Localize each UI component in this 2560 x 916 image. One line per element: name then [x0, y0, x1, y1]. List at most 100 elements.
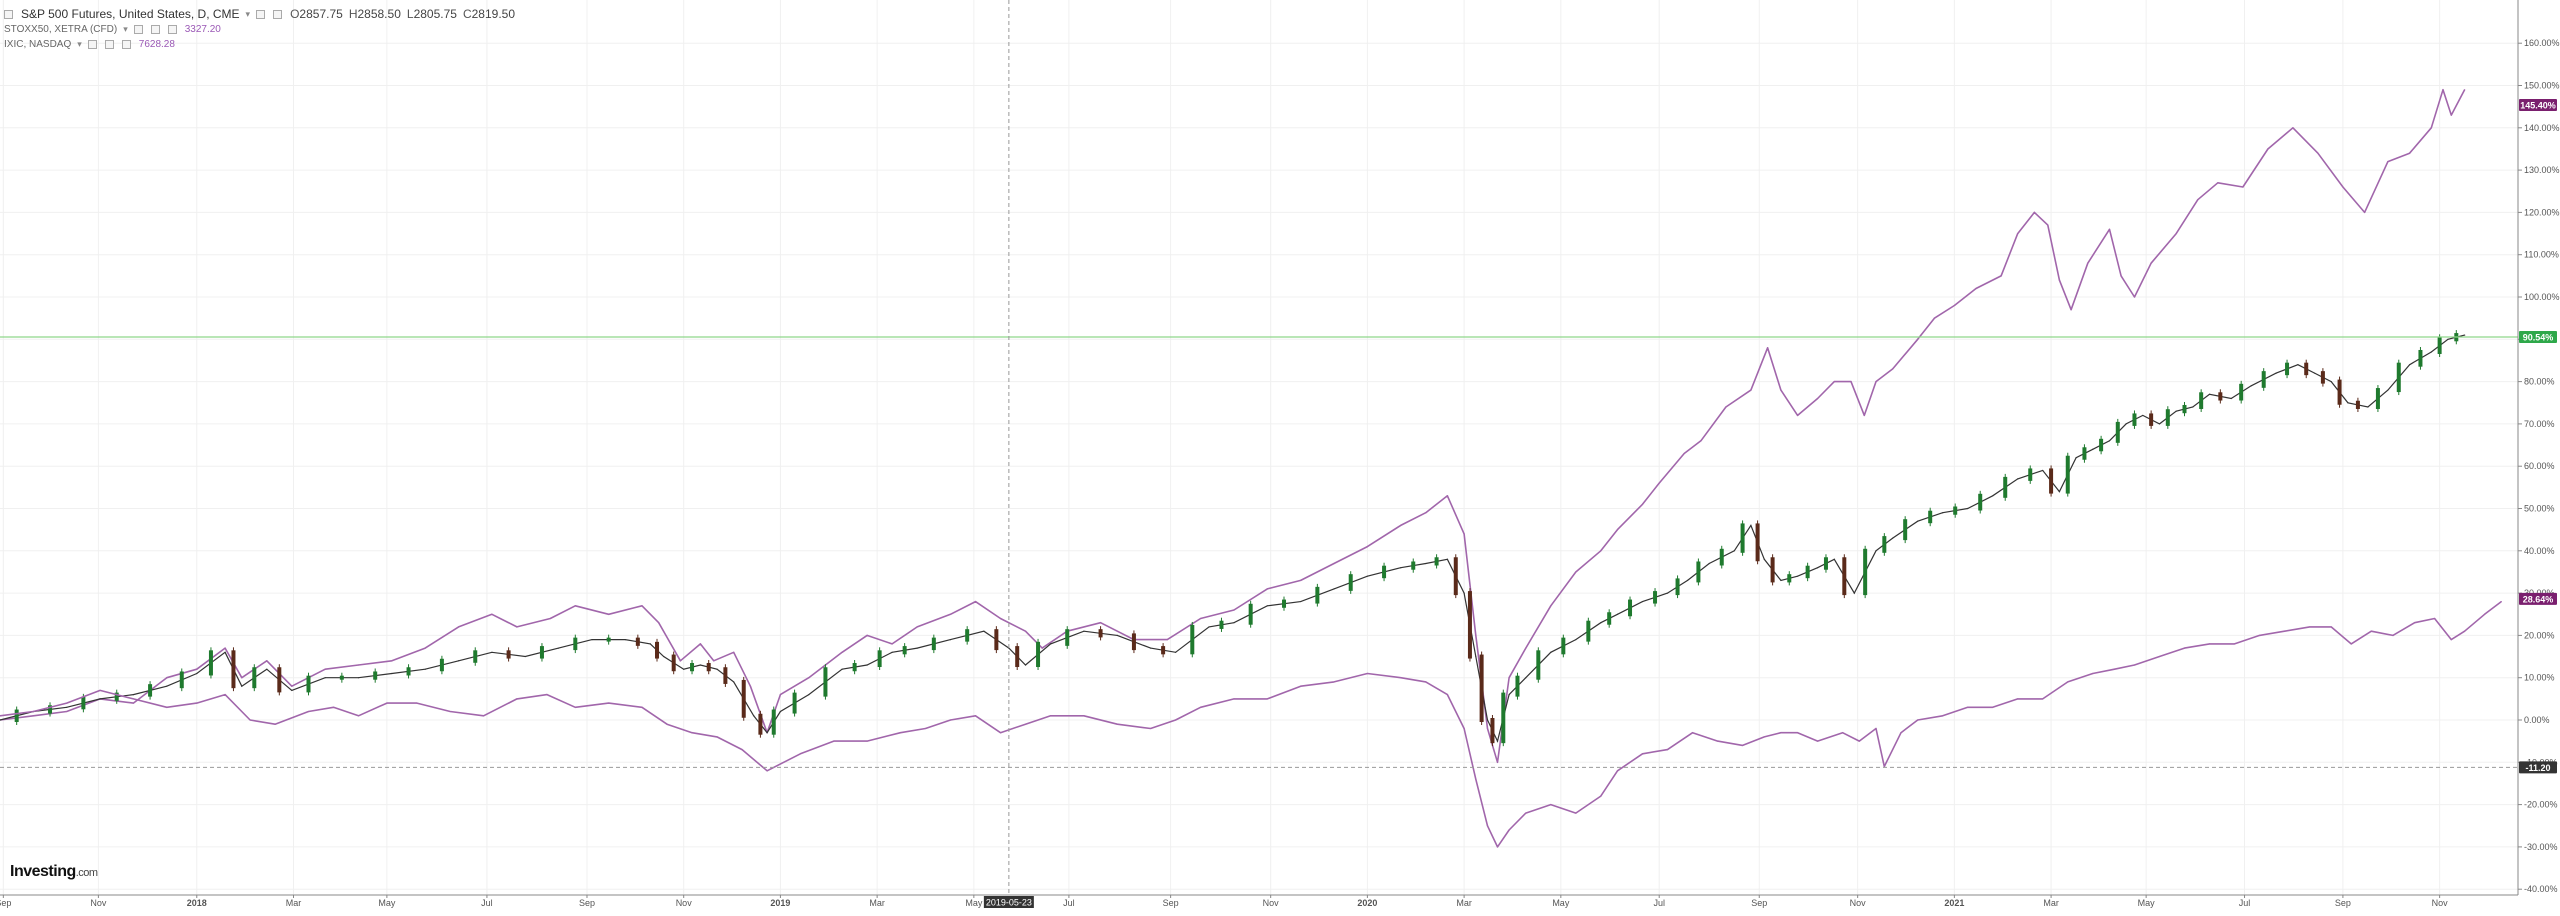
data-point-stoxx50 — [2370, 630, 2372, 632]
data-point-sp500 — [1763, 558, 1765, 560]
data-point-nasdaq — [1817, 397, 1819, 400]
y-tick-label: 20.00% — [2524, 630, 2555, 640]
data-point-nasdaq — [1266, 588, 1268, 590]
data-point-stoxx50 — [1666, 749, 1669, 751]
data-point-nasdaq — [1767, 347, 1769, 349]
data-point-nasdaq — [457, 626, 460, 628]
data-point-stoxx50 — [1917, 719, 1919, 721]
series-line-nasdaq — [0, 88, 2466, 764]
data-point-nasdaq — [891, 643, 893, 645]
candle-body — [1490, 718, 1495, 744]
candle-body — [1382, 565, 1387, 579]
data-point-nasdaq — [2267, 148, 2269, 150]
candle-body — [148, 684, 153, 697]
candle-body — [852, 663, 857, 672]
close-box-icon[interactable] — [273, 9, 283, 19]
candle-body — [1561, 637, 1566, 655]
data-point-nasdaq — [2342, 186, 2344, 188]
data-point-nasdaq — [32, 715, 34, 717]
data-point-sp500 — [2367, 406, 2369, 408]
candle-body — [1953, 506, 1958, 515]
price-badge-purple: 28.64% — [2523, 594, 2554, 604]
data-point-sp500 — [2042, 469, 2044, 472]
data-point-sp500 — [1525, 677, 1527, 679]
data-point-stoxx50 — [2042, 698, 2044, 700]
chevron-down-icon[interactable]: ▾ — [77, 39, 82, 49]
data-point-nasdaq — [1486, 727, 1489, 730]
candle-body — [1675, 578, 1680, 596]
visibility-box-icon[interactable] — [87, 40, 97, 49]
data-point-nasdaq — [733, 651, 735, 653]
data-point-stoxx50 — [1175, 719, 1177, 721]
collapse-toggle-icon[interactable] — [4, 9, 13, 19]
candle-body — [1842, 557, 1847, 596]
candle-body — [473, 650, 478, 663]
data-point-stoxx50 — [1842, 732, 1844, 734]
data-point-nasdaq — [749, 685, 751, 687]
data-point-nasdaq — [2000, 275, 2002, 277]
settings-box-icon[interactable] — [256, 9, 266, 19]
data-point-sp500 — [1175, 651, 1177, 653]
settings-box-icon[interactable] — [150, 25, 160, 34]
data-point-sp500 — [683, 668, 685, 670]
data-point-nasdaq — [866, 634, 868, 637]
data-point-nasdaq — [2017, 232, 2019, 235]
data-point-nasdaq — [2070, 309, 2072, 311]
chevron-down-icon[interactable]: ▾ — [245, 9, 251, 19]
data-point-stoxx50 — [2350, 643, 2352, 645]
settings-box-icon[interactable] — [104, 40, 114, 49]
data-point-stoxx50 — [546, 694, 548, 696]
data-point-stoxx50 — [1741, 744, 1744, 746]
data-point-sp500 — [357, 677, 360, 679]
data-point-stoxx50 — [1475, 778, 1477, 780]
candle-body — [1696, 561, 1701, 583]
x-tick-label: Jul — [1653, 898, 1665, 908]
data-point-sp500 — [1892, 537, 1894, 539]
legend-main-row[interactable]: S&P 500 Futures, United States, D, CME ▾… — [4, 6, 515, 22]
candle-body — [902, 646, 907, 655]
series-line-stoxx50 — [0, 600, 2502, 848]
data-point-nasdaq — [1525, 647, 1527, 649]
x-tick-label: Mar — [2043, 898, 2059, 908]
candle-body — [1065, 629, 1070, 646]
close-box-icon[interactable] — [167, 25, 177, 34]
candle-body — [1479, 654, 1484, 722]
data-point-nasdaq — [1463, 533, 1465, 535]
visibility-box-icon[interactable] — [133, 25, 143, 34]
data-point-sp500 — [1942, 512, 1944, 514]
candle-body — [2199, 392, 2204, 409]
candle-body — [1653, 591, 1658, 604]
candle-body — [1036, 641, 1041, 668]
data-point-stoxx50 — [224, 694, 226, 696]
candle-body — [373, 671, 378, 680]
data-point-sp500 — [2330, 381, 2332, 383]
data-point-sp500 — [1208, 626, 1210, 628]
data-point-sp500 — [716, 668, 718, 670]
data-point-nasdaq — [2409, 152, 2411, 154]
data-point-nasdaq — [166, 677, 168, 679]
candle-body — [1755, 523, 1760, 562]
data-point-stoxx50 — [1817, 740, 1819, 742]
data-point-stoxx50 — [608, 702, 610, 704]
data-point-stoxx50 — [741, 749, 743, 751]
candle-body — [758, 713, 763, 735]
data-point-stoxx50 — [2330, 626, 2332, 628]
candle-body — [792, 692, 797, 714]
legend-series3-row[interactable]: IXIC, NASDAQ ▾ 7628.28 — [4, 37, 515, 52]
chevron-down-icon[interactable]: ▾ — [123, 24, 128, 34]
candle-body — [1882, 536, 1887, 553]
x-axis[interactable]: Sep Nov 2018 Mar May Jul Sep Nov 2019 Mar May Jul Se… — [0, 894, 2518, 908]
data-point-sp500 — [983, 630, 985, 632]
data-point-stoxx50 — [196, 702, 198, 704]
data-point-stoxx50 — [783, 761, 785, 763]
close-box-icon[interactable] — [121, 40, 131, 49]
data-point-stoxx50 — [357, 715, 360, 717]
data-point-sp500 — [624, 639, 626, 641]
y-axis[interactable]: -40.00%-30.00%-20.00%-10.00%0.00%10.00%2… — [2517, 0, 2560, 895]
candle-body — [2261, 371, 2266, 388]
data-point-sp500 — [1917, 520, 1919, 522]
legend-series2-row[interactable]: STOXX50, XETRA (CFD) ▾ 3327.20 — [4, 22, 515, 37]
candle-body — [406, 667, 411, 676]
